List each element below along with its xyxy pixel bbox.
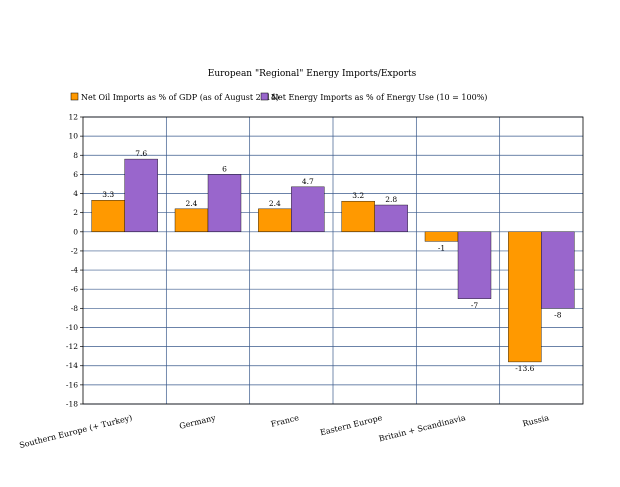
chart-title: European "Regional" Energy Imports/Expor… bbox=[208, 69, 417, 79]
category-label: Southern Europe (+ Turkey) bbox=[18, 413, 133, 450]
y-tick-label: 6 bbox=[73, 170, 78, 179]
y-tick-label: -16 bbox=[66, 380, 78, 389]
data-label: -8 bbox=[554, 310, 562, 319]
y-tick-label: 8 bbox=[73, 151, 78, 160]
y-tick-label: -2 bbox=[71, 246, 79, 255]
legend-label-oil-imports: Net Oil Imports as % of GDP (as of Augus… bbox=[81, 93, 279, 102]
data-label: 3.3 bbox=[102, 190, 114, 199]
bar-oil-imports bbox=[424, 231, 459, 242]
y-tick-label: -6 bbox=[71, 285, 79, 294]
bars bbox=[91, 158, 575, 363]
data-label: 2.8 bbox=[385, 195, 397, 204]
bar-energy-imports bbox=[541, 231, 575, 309]
gridlines bbox=[83, 116, 583, 405]
y-tick-label: 2 bbox=[73, 208, 78, 217]
data-label: 2.4 bbox=[269, 199, 281, 208]
data-label: -7 bbox=[471, 301, 479, 310]
y-tick-label: -18 bbox=[66, 400, 78, 409]
bar-oil-imports bbox=[258, 208, 292, 232]
legend-swatch-oil-imports bbox=[70, 92, 79, 101]
bar-oil-imports bbox=[508, 231, 542, 363]
y-tick-label: 4 bbox=[73, 189, 78, 198]
y-tick-label: -8 bbox=[71, 304, 79, 313]
bar-oil-imports bbox=[174, 208, 209, 232]
data-label: -13.6 bbox=[515, 364, 534, 373]
data-label: 4.7 bbox=[302, 177, 314, 186]
y-tick-label: 10 bbox=[68, 132, 78, 141]
bar-oil-imports bbox=[341, 200, 375, 232]
legend-swatch-energy-imports bbox=[260, 92, 269, 101]
plot-area-border bbox=[82, 116, 584, 405]
category-label: Eastern Europe bbox=[319, 413, 383, 437]
legend-label-energy-imports: Net Energy Imports as % of Energy Use (1… bbox=[271, 93, 487, 102]
bar-energy-imports bbox=[457, 231, 492, 299]
y-tick-label: -12 bbox=[66, 342, 78, 351]
data-label: 7.6 bbox=[135, 149, 147, 158]
category-label: France bbox=[270, 413, 300, 429]
category-label: Britain + Scandinavia bbox=[378, 413, 467, 443]
data-label: 6 bbox=[222, 164, 227, 173]
y-tick-label: -14 bbox=[66, 361, 78, 370]
category-labels: Southern Europe (+ Turkey) Germany France E… bbox=[18, 413, 550, 450]
data-label: 2.4 bbox=[186, 199, 198, 208]
data-label: 3.2 bbox=[352, 191, 364, 200]
y-tick-label: -10 bbox=[66, 323, 78, 332]
plot-frame bbox=[82, 116, 584, 405]
bar-energy-imports bbox=[374, 204, 408, 233]
legend: Net Oil Imports as % of GDP (as of Augus… bbox=[70, 92, 487, 102]
category-label: Germany bbox=[178, 413, 217, 431]
bar-energy-imports bbox=[124, 158, 158, 233]
y-tick-label: -4 bbox=[71, 266, 79, 275]
y-tick-label: 12 bbox=[68, 113, 78, 122]
data-labels: 3.3 7.6 2.4 6 2.4 4.7 3.2 2.8 -1 -7 -13.6 -8 bbox=[102, 149, 562, 373]
data-label: -1 bbox=[438, 243, 445, 252]
bar-energy-imports bbox=[207, 174, 242, 232]
bar-oil-imports bbox=[91, 200, 125, 232]
y-axis-ticks: 12 10 8 6 4 2 0 -2 -4 -6 -8 -10 -12 -14 -16 -18 bbox=[66, 113, 83, 409]
bar-energy-imports bbox=[291, 186, 325, 233]
y-tick-label: 0 bbox=[73, 227, 78, 236]
category-label: Russia bbox=[522, 413, 550, 428]
